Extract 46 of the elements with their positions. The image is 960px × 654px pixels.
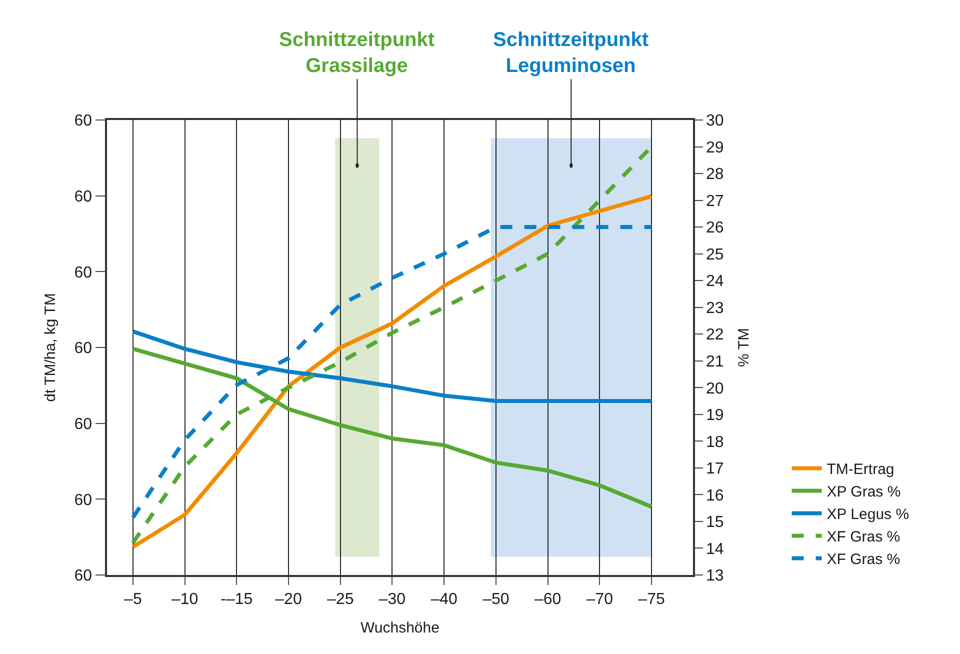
text: 60 [74, 568, 92, 585]
y2-tick-label: 28 [706, 166, 724, 184]
x-tick-label: –10 [171, 590, 198, 608]
legend-label: TM-Ertrag [826, 461, 894, 478]
y2-tick-label: 19 [706, 407, 724, 424]
x-tick-label: –50 [482, 590, 510, 608]
y2-tick-label: 18 [706, 434, 724, 451]
text: 60 [74, 416, 92, 433]
y-axis-title: dt TM/ha, kg TM [42, 293, 60, 402]
y2-tick-label: 21 [706, 353, 724, 370]
x-tick-label: –70 [586, 590, 614, 608]
y2-tick-label: 26 [706, 220, 724, 237]
x-tick-label: -–15 [220, 590, 253, 608]
y2-tick-label: 17 [706, 460, 724, 478]
y2-axis-title: % TM [735, 328, 752, 367]
y2-tick-label: 30 [706, 112, 724, 130]
legend-label: XF Gras % [826, 551, 900, 568]
x-tick-label: –5 [124, 590, 142, 608]
text: 60 [74, 112, 92, 130]
y2-tick-label: 22 [706, 326, 724, 344]
x-tick-label: –20 [275, 590, 302, 608]
x-tick-label: –25 [327, 590, 354, 608]
x-tick-label: –30 [378, 590, 406, 608]
text: 60 [74, 340, 92, 358]
x-axis-title: Wuchshöhe [360, 619, 440, 636]
y2-tick-label: 24 [706, 273, 724, 290]
y2-tick-label: 23 [706, 300, 724, 317]
y2-tick-label: 20 [706, 380, 724, 398]
y2-tick-label: 25 [706, 246, 724, 264]
legend-label: XP Legus % [826, 506, 910, 524]
x-tick-label: –60 [534, 590, 562, 608]
text: 60 [74, 188, 92, 206]
legend-label: XF Gras % [826, 528, 900, 546]
y2-tick-label: 29 [706, 139, 724, 156]
band-label: Schnittzeitpunkt Leguminosen [493, 29, 649, 77]
y2-tick-label: 13 [706, 568, 724, 585]
text: 60 [74, 492, 92, 509]
x-tick-label: –75 [638, 590, 665, 608]
y2-tick-label: 15 [706, 514, 724, 532]
y2-tick-label: 16 [706, 487, 724, 504]
band-label: Schnittzeitpunkt Grassilage [279, 29, 435, 77]
x-tick-label: –40 [430, 590, 458, 608]
text: 60 [74, 264, 92, 282]
y2-tick-label: 27 [706, 192, 724, 210]
legend-label: XP Gras % [826, 484, 901, 501]
y2-tick-label: 14 [706, 540, 724, 558]
